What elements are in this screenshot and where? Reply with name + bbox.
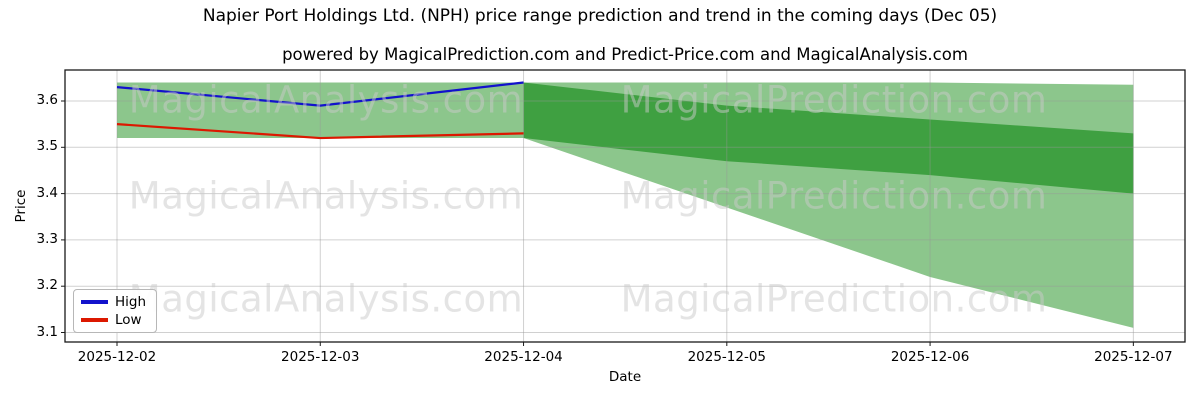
x-tick-label: 2025-12-05 <box>687 349 767 365</box>
y-tick-label: 3.3 <box>36 230 58 247</box>
x-tick-label: 2025-12-03 <box>281 349 360 365</box>
line-low <box>116 123 524 140</box>
watermark-text: MagicalAnalysis.com <box>128 78 524 122</box>
line-high <box>116 81 524 107</box>
y-tick-label: 3.2 <box>36 277 58 294</box>
axes-border <box>64 69 1186 343</box>
watermark-text: MagicalPrediction.com <box>620 174 1048 218</box>
x-tick-label: 2025-12-04 <box>484 349 563 365</box>
y-tick-label: 3.6 <box>36 92 58 108</box>
legend: High Low <box>73 289 157 333</box>
legend-item-low: Low <box>81 313 149 327</box>
y-tick-label: 3.5 <box>36 138 58 155</box>
chart-subtitle: powered by MagicalPrediction.com and Pre… <box>282 45 968 64</box>
x-tick-label: 2025-12-06 <box>890 349 970 365</box>
watermark-text: MagicalPrediction.com <box>620 277 1048 321</box>
legend-label-high: High <box>115 294 147 311</box>
low-line-swatch <box>81 317 108 322</box>
watermark-text: MagicalPrediction.com <box>620 78 1048 122</box>
legend-label-low: Low <box>115 311 142 328</box>
band-prediction-inner-band <box>523 82 1134 194</box>
watermark-text: MagicalAnalysis.com <box>128 277 524 321</box>
y-tick-label: 3.1 <box>36 323 58 340</box>
legend-item-high: High <box>81 295 149 309</box>
x-axis-label: Date <box>608 369 642 385</box>
x-tick-label: 2025-12-02 <box>77 349 157 365</box>
chart-title: Napier Port Holdings Ltd. (NPH) price ra… <box>202 6 998 26</box>
y-tick-label: 3.4 <box>36 184 58 201</box>
high-line-swatch <box>81 300 108 305</box>
watermark-text: MagicalAnalysis.com <box>128 174 524 218</box>
x-tick-label: 2025-12-07 <box>1094 349 1173 365</box>
